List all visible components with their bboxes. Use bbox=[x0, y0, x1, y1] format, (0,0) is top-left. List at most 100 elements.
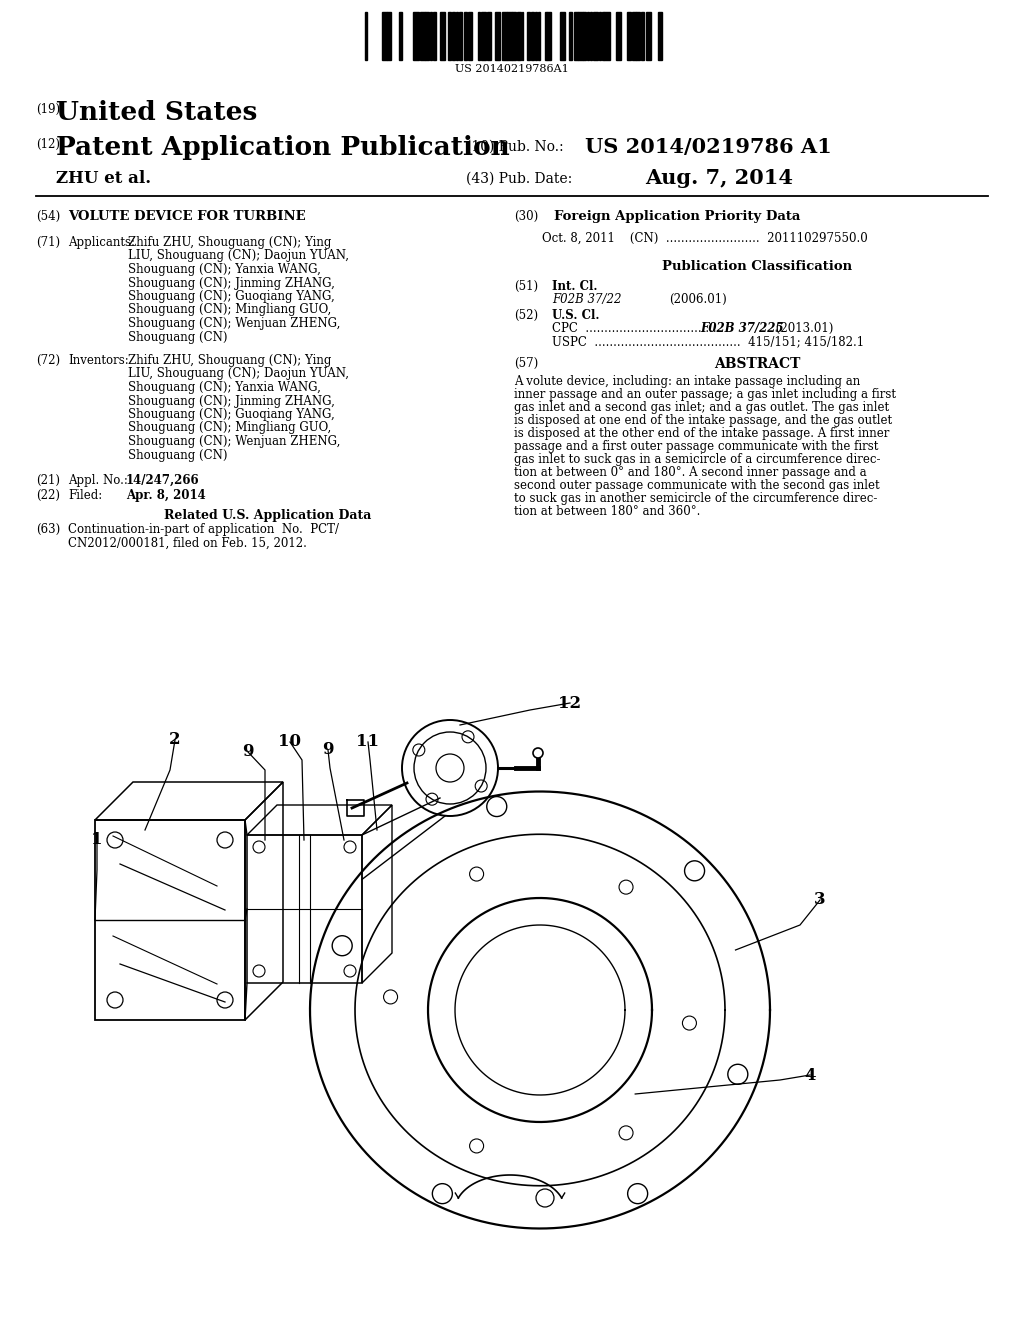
Text: US 20140219786A1: US 20140219786A1 bbox=[455, 63, 569, 74]
Bar bbox=[602, 12, 603, 59]
Text: is disposed at the other end of the intake passage. A first inner: is disposed at the other end of the inta… bbox=[514, 426, 890, 440]
Text: Zhifu ZHU, Shouguang (CN); Ying: Zhifu ZHU, Shouguang (CN); Ying bbox=[128, 354, 332, 367]
Bar bbox=[399, 12, 401, 59]
Text: Related U.S. Application Data: Related U.S. Application Data bbox=[164, 510, 372, 521]
Text: Aug. 7, 2014: Aug. 7, 2014 bbox=[645, 168, 793, 187]
Text: Shouguang (CN); Mingliang GUO,: Shouguang (CN); Mingliang GUO, bbox=[128, 304, 331, 317]
Text: Publication Classification: Publication Classification bbox=[662, 260, 852, 273]
Text: Shouguang (CN); Wenjuan ZHENG,: Shouguang (CN); Wenjuan ZHENG, bbox=[128, 317, 340, 330]
Text: (30): (30) bbox=[514, 210, 539, 223]
Text: 12: 12 bbox=[558, 694, 582, 711]
Text: LIU, Shouguang (CN); Daojun YUAN,: LIU, Shouguang (CN); Daojun YUAN, bbox=[128, 249, 349, 263]
Text: CN2012/000181, filed on Feb. 15, 2012.: CN2012/000181, filed on Feb. 15, 2012. bbox=[68, 536, 307, 549]
Text: Patent Application Publication: Patent Application Publication bbox=[56, 135, 510, 160]
Bar bbox=[658, 12, 663, 59]
Text: US 2014/0219786 A1: US 2014/0219786 A1 bbox=[585, 137, 831, 157]
Bar bbox=[593, 12, 598, 59]
Text: U.S. Cl.: U.S. Cl. bbox=[552, 309, 599, 322]
Text: USPC  .......................................  415/151; 415/182.1: USPC ...................................… bbox=[552, 335, 864, 348]
Bar bbox=[433, 12, 436, 59]
Bar bbox=[447, 12, 452, 59]
Bar bbox=[604, 12, 609, 59]
Text: (63): (63) bbox=[36, 523, 60, 536]
Text: Zhifu ZHU, Shouguang (CN); Ying: Zhifu ZHU, Shouguang (CN); Ying bbox=[128, 236, 332, 249]
Bar bbox=[481, 12, 485, 59]
Text: Shouguang (CN); Yanxia WANG,: Shouguang (CN); Yanxia WANG, bbox=[128, 381, 321, 393]
Bar bbox=[627, 12, 631, 59]
Text: second outer passage communicate with the second gas inlet: second outer passage communicate with th… bbox=[514, 479, 880, 492]
Text: LIU, Shouguang (CN); Daojun YUAN,: LIU, Shouguang (CN); Daojun YUAN, bbox=[128, 367, 349, 380]
Text: (57): (57) bbox=[514, 356, 539, 370]
Text: (43) Pub. Date:: (43) Pub. Date: bbox=[466, 172, 572, 186]
Text: ZHU et al.: ZHU et al. bbox=[56, 170, 152, 187]
Text: (21): (21) bbox=[36, 474, 60, 487]
Text: (19): (19) bbox=[36, 103, 60, 116]
Text: tion at between 0° and 180°. A second inner passage and a: tion at between 0° and 180°. A second in… bbox=[514, 466, 866, 479]
Bar bbox=[527, 12, 530, 59]
Circle shape bbox=[534, 748, 543, 758]
Text: to suck gas in another semicircle of the circumference direc-: to suck gas in another semicircle of the… bbox=[514, 492, 878, 506]
Bar bbox=[414, 12, 419, 59]
Bar bbox=[584, 12, 586, 59]
Text: passage and a first outer passage communicate with the first: passage and a first outer passage commun… bbox=[514, 440, 879, 453]
Text: Shouguang (CN): Shouguang (CN) bbox=[128, 449, 227, 462]
Text: (54): (54) bbox=[36, 210, 60, 223]
Text: F02B 37/22: F02B 37/22 bbox=[552, 293, 622, 306]
Text: Shouguang (CN); Yanxia WANG,: Shouguang (CN); Yanxia WANG, bbox=[128, 263, 321, 276]
Text: is disposed at one end of the intake passage, and the gas outlet: is disposed at one end of the intake pas… bbox=[514, 414, 892, 426]
Bar bbox=[599, 12, 601, 59]
Bar bbox=[587, 12, 590, 59]
Bar bbox=[440, 12, 444, 59]
Text: gas inlet to suck gas in a semicircle of a circumference direc-: gas inlet to suck gas in a semicircle of… bbox=[514, 453, 881, 466]
Text: CPC  ....................................: CPC .................................... bbox=[552, 322, 728, 335]
Text: (2006.01): (2006.01) bbox=[669, 293, 727, 306]
Bar bbox=[636, 12, 640, 59]
Text: 11: 11 bbox=[356, 734, 380, 751]
Text: (51): (51) bbox=[514, 280, 539, 293]
Bar bbox=[512, 12, 516, 59]
Bar bbox=[387, 12, 391, 59]
Text: United States: United States bbox=[56, 100, 257, 125]
Text: ABSTRACT: ABSTRACT bbox=[714, 356, 800, 371]
Bar bbox=[468, 12, 472, 59]
Bar bbox=[569, 12, 572, 59]
Text: VOLUTE DEVICE FOR TURBINE: VOLUTE DEVICE FOR TURBINE bbox=[68, 210, 305, 223]
Bar bbox=[502, 12, 507, 59]
Text: Apr. 8, 2014: Apr. 8, 2014 bbox=[126, 488, 206, 502]
Text: 4: 4 bbox=[804, 1067, 816, 1084]
Text: gas inlet and a second gas inlet; and a gas outlet. The gas inlet: gas inlet and a second gas inlet; and a … bbox=[514, 401, 889, 414]
Bar bbox=[430, 12, 432, 59]
Bar bbox=[530, 12, 534, 59]
Bar bbox=[456, 12, 458, 59]
Bar bbox=[459, 12, 462, 59]
Text: (52): (52) bbox=[514, 309, 539, 322]
Text: 14/247,266: 14/247,266 bbox=[126, 474, 200, 487]
Bar bbox=[547, 12, 551, 59]
Text: Foreign Application Priority Data: Foreign Application Priority Data bbox=[554, 210, 801, 223]
Text: Shouguang (CN): Shouguang (CN) bbox=[128, 330, 227, 343]
Text: (10) Pub. No.:: (10) Pub. No.: bbox=[466, 140, 563, 154]
Bar bbox=[632, 12, 636, 59]
Text: 2: 2 bbox=[169, 731, 181, 748]
Bar bbox=[507, 12, 512, 59]
Text: Applicants:: Applicants: bbox=[68, 236, 135, 249]
Text: Oct. 8, 2011    (CN)  .........................  201110297550.0: Oct. 8, 2011 (CN) ......................… bbox=[542, 232, 867, 246]
Text: 3: 3 bbox=[814, 891, 825, 908]
Text: F02B 37/225: F02B 37/225 bbox=[700, 322, 783, 335]
Bar bbox=[560, 12, 565, 59]
Bar bbox=[545, 12, 547, 59]
Text: Shouguang (CN); Guoqiang YANG,: Shouguang (CN); Guoqiang YANG, bbox=[128, 290, 335, 304]
Text: 9: 9 bbox=[243, 743, 254, 760]
Text: Inventors:: Inventors: bbox=[68, 354, 129, 367]
Bar bbox=[425, 12, 428, 59]
Text: Shouguang (CN); Mingliang GUO,: Shouguang (CN); Mingliang GUO, bbox=[128, 421, 331, 434]
Text: Filed:: Filed: bbox=[68, 488, 102, 502]
Bar bbox=[420, 12, 425, 59]
Bar bbox=[615, 12, 621, 59]
Text: Continuation-in-part of application  No.  PCT/: Continuation-in-part of application No. … bbox=[68, 523, 339, 536]
Text: (71): (71) bbox=[36, 236, 60, 249]
Text: 1: 1 bbox=[91, 832, 102, 849]
Bar bbox=[365, 12, 367, 59]
Text: tion at between 180° and 360°.: tion at between 180° and 360°. bbox=[514, 506, 700, 517]
Bar bbox=[486, 12, 490, 59]
